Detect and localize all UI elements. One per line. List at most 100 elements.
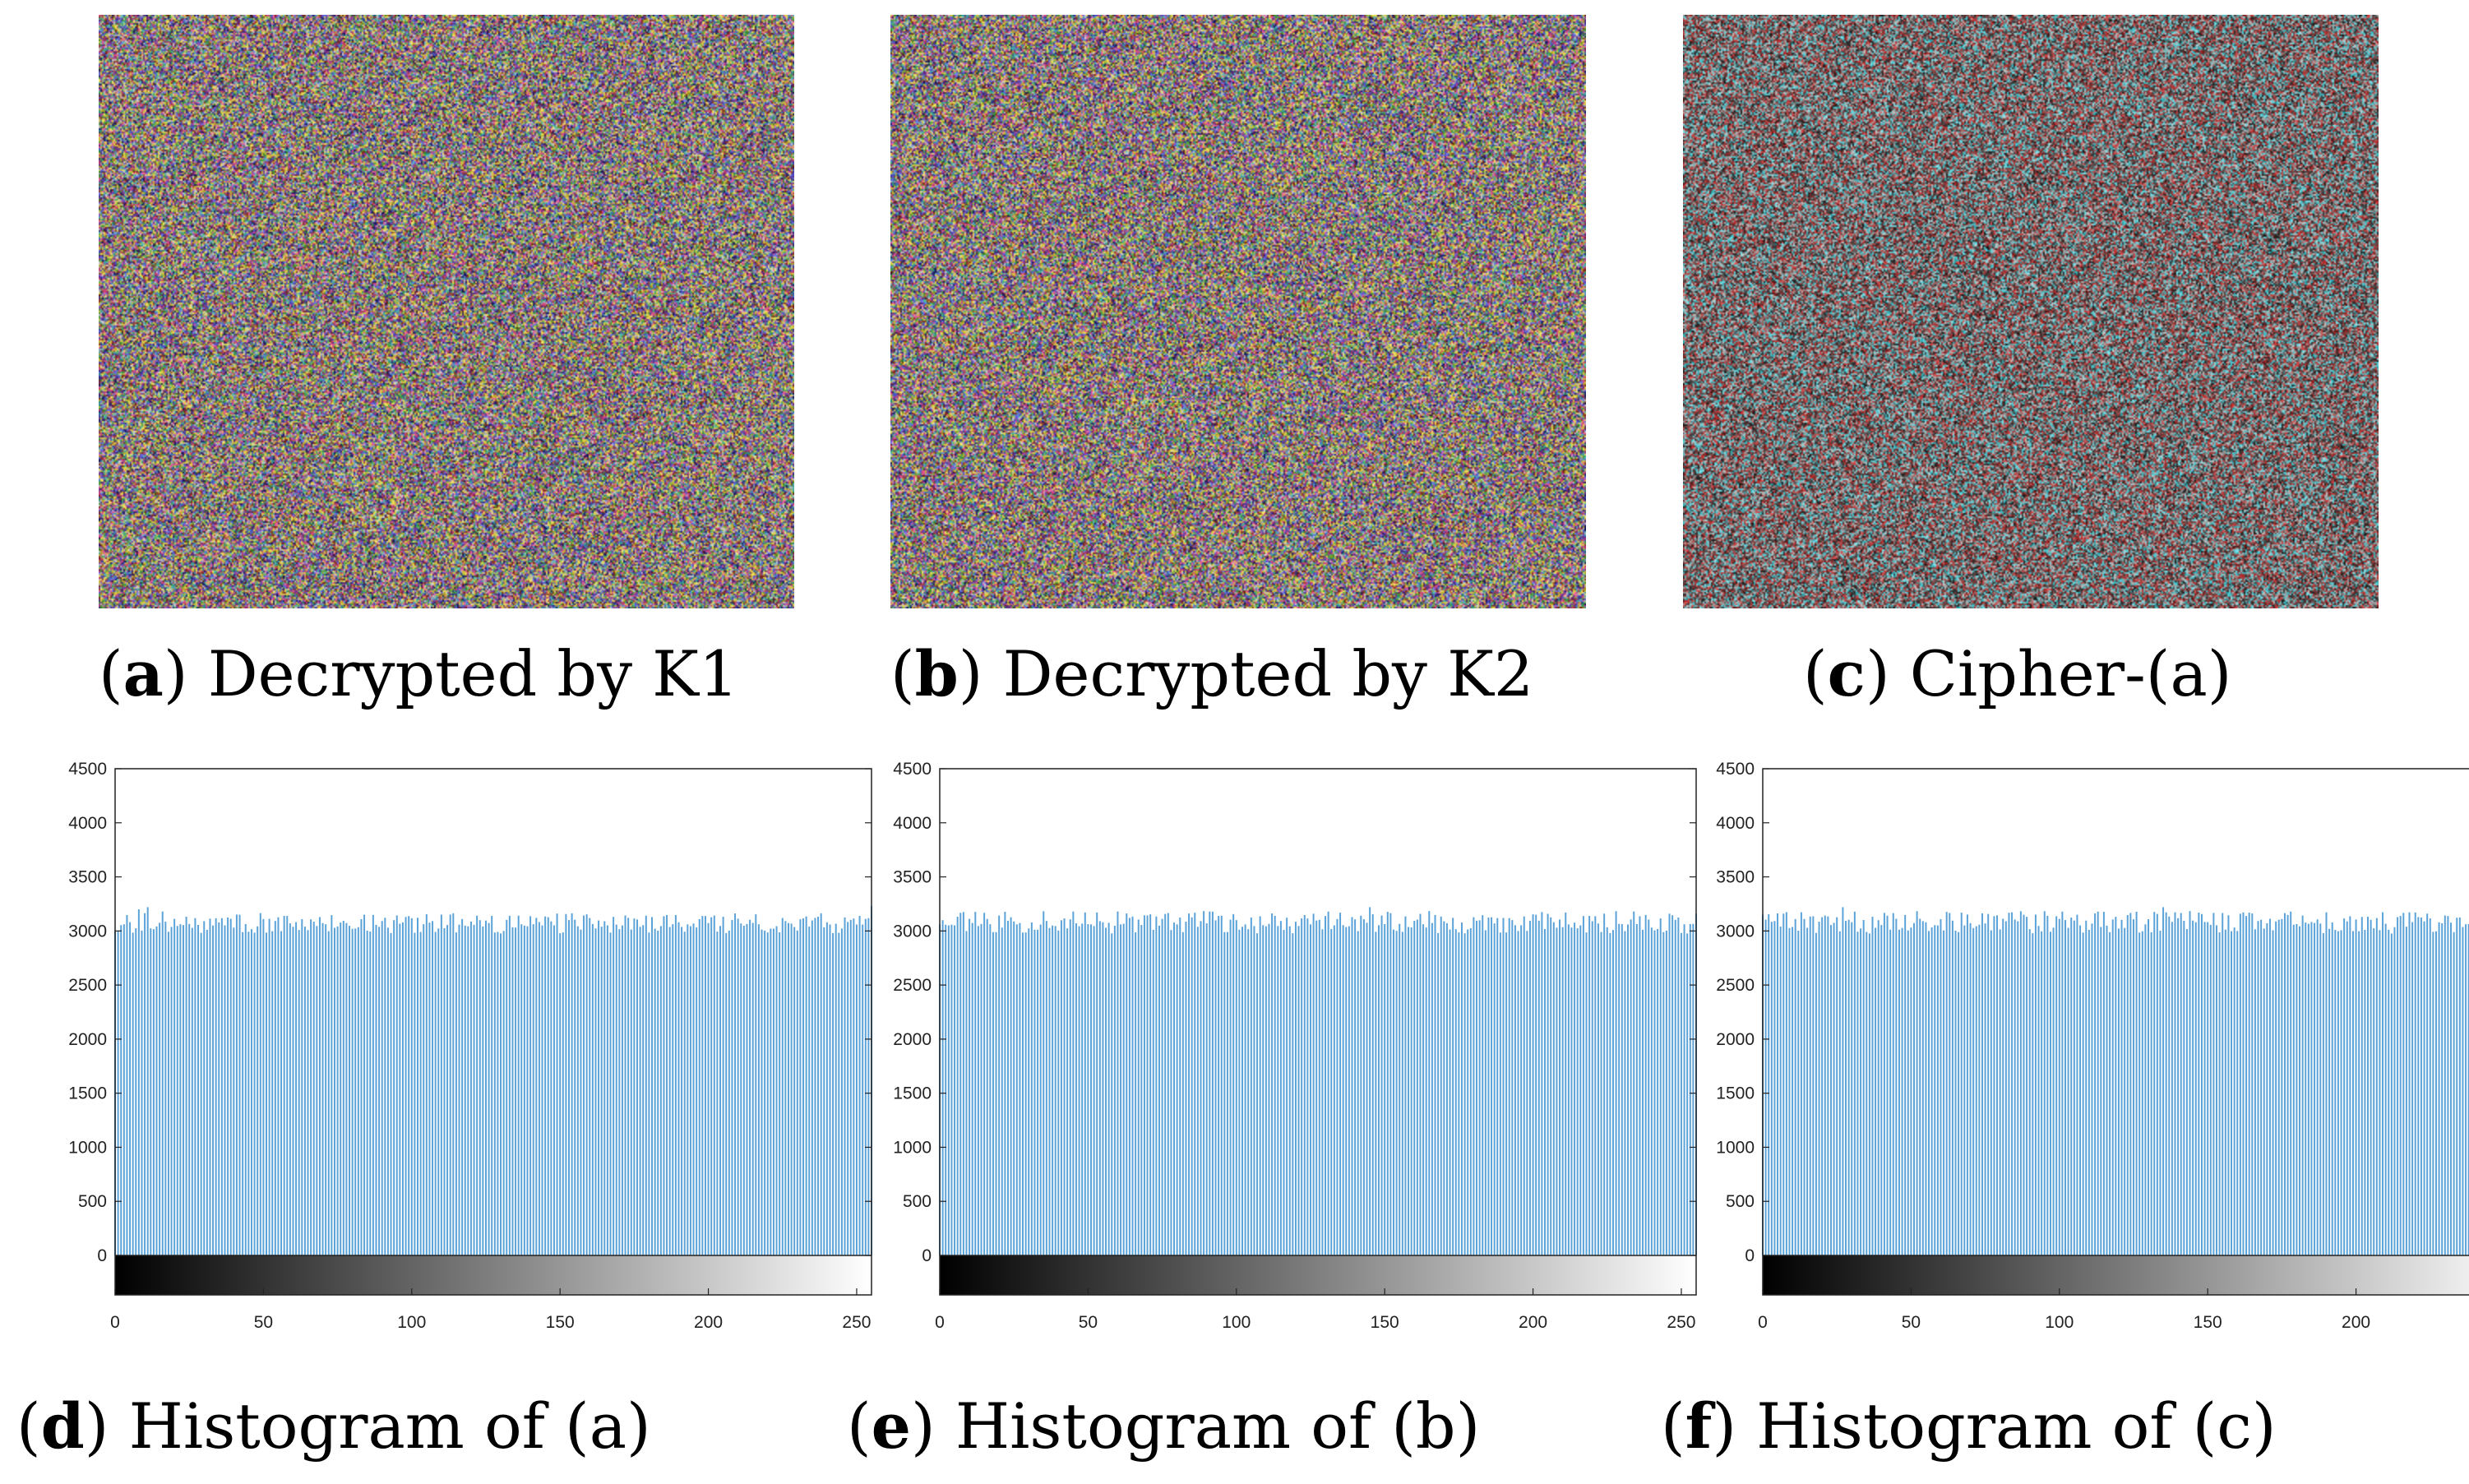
histogram-bar xyxy=(621,925,623,1255)
histogram-bar xyxy=(159,922,161,1255)
histogram-bar xyxy=(639,927,641,1255)
x-tick-label: 250 xyxy=(842,1313,871,1332)
histogram-bar xyxy=(808,926,811,1255)
histogram-bar xyxy=(1880,925,1883,1255)
histogram-bar xyxy=(508,915,511,1255)
histogram-bar xyxy=(775,926,778,1255)
histogram-bar xyxy=(603,921,606,1255)
histogram-bar xyxy=(636,919,638,1255)
histogram-bar xyxy=(606,925,608,1255)
histogram-bar xyxy=(1928,931,1930,1255)
histogram-bar xyxy=(2115,917,2117,1255)
histogram-bar xyxy=(1502,918,1505,1255)
histogram-bar xyxy=(1066,928,1069,1255)
histogram-bar xyxy=(517,915,520,1255)
histogram-bar xyxy=(2257,921,2259,1255)
histogram-bar xyxy=(1238,929,1241,1255)
histogram-bar xyxy=(327,931,330,1255)
histogram-bar xyxy=(2231,931,2233,1255)
histogram-bar xyxy=(2349,916,2351,1255)
histogram-bar xyxy=(1413,921,1416,1255)
y-tick-label: 1500 xyxy=(68,1084,107,1103)
histogram-bar xyxy=(568,920,570,1255)
histogram-bar xyxy=(2207,922,2209,1255)
histogram-bar xyxy=(1945,912,1948,1255)
histogram-bar xyxy=(1499,932,1501,1255)
histogram-bar xyxy=(2150,932,2152,1255)
histogram-bar xyxy=(2310,922,2313,1255)
histogram-bar xyxy=(941,920,944,1255)
histogram-bar xyxy=(2076,914,2078,1255)
histogram-bar xyxy=(2200,913,2203,1255)
histogram-bar xyxy=(351,928,354,1255)
histogram-bar xyxy=(271,931,274,1255)
histogram-bar xyxy=(1478,920,1481,1255)
histogram-bar xyxy=(989,924,992,1255)
histogram-bar xyxy=(428,922,431,1255)
histogram-bar xyxy=(2088,930,2090,1255)
histogram-bar xyxy=(176,926,178,1255)
histogram-bar xyxy=(591,923,594,1255)
histogram-bar xyxy=(257,926,259,1255)
histogram-bar xyxy=(1259,916,1261,1255)
histogram-bar xyxy=(1297,926,1300,1255)
histogram-bar xyxy=(1179,918,1181,1255)
histogram-bar xyxy=(2370,919,2372,1255)
histogram-bar xyxy=(853,918,855,1255)
histogram-bar xyxy=(1960,913,1963,1255)
histogram-bar xyxy=(969,918,971,1255)
histogram-bar xyxy=(425,914,428,1255)
histogram-bar xyxy=(1214,920,1217,1255)
histogram-bar xyxy=(2248,913,2250,1255)
histogram-bar xyxy=(2194,922,2197,1255)
histogram-bar xyxy=(1380,915,1383,1255)
histogram-bar xyxy=(1081,923,1084,1255)
histogram-bar xyxy=(956,917,959,1255)
histogram-bar xyxy=(434,932,437,1255)
histogram-bar xyxy=(535,918,538,1255)
histogram-bar xyxy=(1045,921,1047,1255)
histogram-bar xyxy=(1339,913,1342,1255)
histogram-bar xyxy=(259,913,261,1255)
histogram-bar xyxy=(1919,918,1921,1255)
histogram-bar xyxy=(1279,921,1282,1255)
histogram-f: 0 500 1000 1500 2000 2500 3000 3500 4000 4500 0 50 1… xyxy=(1697,752,2469,1332)
histogram-bar xyxy=(1552,922,1555,1255)
histogram-bar xyxy=(2275,921,2277,1255)
histogram-bar xyxy=(1618,923,1621,1255)
histogram-bar xyxy=(630,929,632,1255)
histogram-bar xyxy=(2402,913,2405,1255)
histogram-bar xyxy=(2233,927,2236,1255)
histogram-bar xyxy=(395,915,398,1255)
histogram-bar xyxy=(141,930,143,1255)
caption-f: (f) Histogram of (c) xyxy=(1661,1389,2277,1463)
histogram-bar xyxy=(2432,932,2434,1255)
histogram-bar xyxy=(840,928,843,1255)
histogram-bar xyxy=(1006,920,1009,1255)
histogram-bar xyxy=(197,925,200,1255)
histogram-bar xyxy=(2283,913,2286,1255)
histogram-bar xyxy=(2102,912,2105,1255)
histogram-bar xyxy=(2124,927,2126,1255)
histogram-bar xyxy=(167,932,169,1255)
histogram-bar xyxy=(1674,919,1676,1255)
histogram-bar xyxy=(609,932,612,1255)
histogram-bar xyxy=(218,922,220,1255)
histogram-bar xyxy=(1473,917,1475,1255)
histogram-bar xyxy=(844,917,846,1255)
histogram-bar xyxy=(1033,929,1036,1255)
histogram-bar xyxy=(1336,918,1339,1255)
histogram-bar xyxy=(1653,930,1656,1255)
histogram-bar xyxy=(986,918,988,1255)
histogram-bar xyxy=(855,924,858,1255)
histogram-bar xyxy=(1155,916,1158,1255)
histogram-bar xyxy=(1244,924,1246,1255)
histogram-bar xyxy=(1443,921,1445,1255)
histogram-bar xyxy=(1434,914,1436,1255)
y-tick-label: 3500 xyxy=(893,868,932,887)
histogram-bar xyxy=(704,916,706,1255)
histogram-bar xyxy=(2441,923,2444,1255)
histogram-bar xyxy=(847,922,849,1255)
histogram-bar xyxy=(1268,923,1270,1255)
histogram-bar xyxy=(1544,928,1546,1255)
